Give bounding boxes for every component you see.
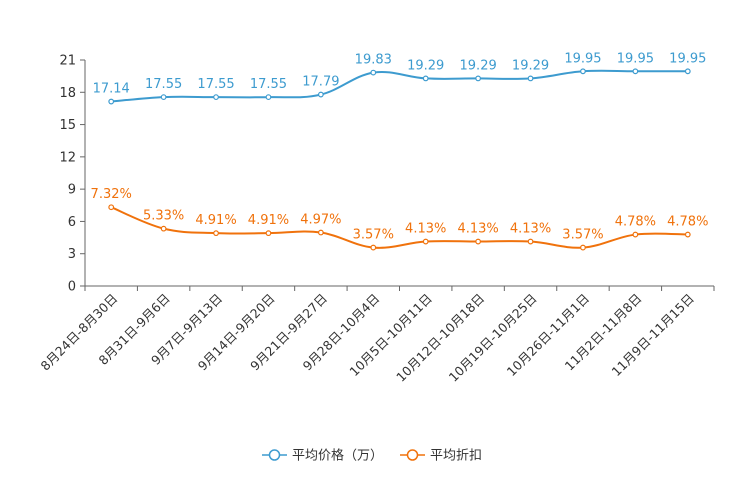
data-label: 17.55 [197, 77, 234, 92]
data-point [265, 94, 272, 101]
series-line [110, 206, 688, 249]
data-point [684, 231, 691, 238]
data-point [265, 230, 272, 237]
data-point [108, 98, 115, 105]
legend-marker-icon [406, 449, 419, 461]
series-line [111, 69, 688, 103]
legend-label: 平均价格（万） [292, 448, 383, 464]
data-label: 4.13% [405, 222, 446, 237]
x-tick-label: 10月19日-10月25日 [446, 291, 540, 385]
data-label: 4.91% [195, 213, 236, 228]
data-point [213, 94, 219, 101]
legend-item-average-discount: 平均折扣 [400, 449, 482, 464]
legend-marker-icon [268, 449, 281, 461]
data-point [317, 91, 324, 98]
data-label: 19.95 [669, 51, 706, 66]
data-point [475, 75, 482, 82]
data-label: 17.55 [145, 77, 182, 92]
data-label: 19.29 [407, 58, 444, 73]
y-tick-label: 12 [59, 150, 76, 165]
legend-label: 平均折扣 [430, 449, 482, 464]
data-label: 4.78% [615, 215, 656, 230]
y-tick-label: 6 [68, 215, 76, 230]
y-tick-label: 18 [59, 86, 76, 101]
data-point [370, 69, 377, 76]
data-point [422, 238, 429, 245]
data-point [527, 238, 534, 245]
data-label: 17.79 [302, 75, 339, 90]
data-label: 19.29 [512, 58, 549, 73]
data-label: 4.91% [248, 213, 289, 228]
data-point [684, 68, 691, 75]
data-point [580, 68, 586, 75]
y-tick-label: 15 [59, 118, 76, 133]
data-label: 4.13% [457, 222, 498, 237]
data-label: 17.55 [250, 77, 287, 92]
data-point [317, 229, 324, 236]
y-axis: 0 3 6 9 12 15 18 21 [59, 54, 86, 295]
y-tick-label: 3 [68, 247, 76, 262]
y-tick-label: 0 [68, 280, 76, 295]
data-point [213, 230, 219, 237]
data-point [527, 75, 534, 82]
data-point [108, 204, 115, 211]
data-point [632, 68, 639, 75]
data-label: 3.57% [353, 228, 394, 243]
data-label: 19.95 [564, 51, 601, 66]
y-tick-label: 9 [68, 183, 76, 198]
data-point [475, 238, 482, 245]
series-layer: 17.14 17.55 17.55 17.55 17.79 19.83 19.29 19.29… [91, 51, 708, 251]
data-label: 4.13% [510, 222, 551, 237]
data-label: 4.97% [300, 213, 341, 228]
data-point [160, 94, 167, 101]
data-label: 17.14 [93, 82, 130, 97]
series-average-discount: 7.32% 5.33% 4.91% 4.91% 4.97% 3.57% 4.13% 4.13%… [91, 187, 708, 251]
x-axis: 8月24日-8月30日8月31日-9月6日9月7日-9月13日9月14日-9月2… [38, 285, 715, 385]
x-tick-label: 10月12日-10月18日 [393, 291, 487, 385]
data-point [370, 244, 377, 251]
data-point [632, 231, 639, 238]
data-label: 19.29 [460, 58, 497, 73]
data-label: 5.33% [143, 209, 184, 224]
data-point [422, 75, 429, 82]
legend-item-average-price: 平均价格（万） [262, 448, 383, 464]
y-tick-label: 21 [59, 54, 76, 69]
data-label: 19.83 [355, 53, 392, 68]
data-point [160, 225, 167, 232]
data-label: 7.32% [91, 187, 132, 202]
series-average-price: 17.14 17.55 17.55 17.55 17.79 19.83 19.29 19.29… [93, 51, 706, 105]
data-label: 4.78% [667, 215, 708, 230]
data-point [580, 244, 586, 251]
legend: 平均价格（万） 平均折扣 [262, 448, 482, 464]
data-label: 3.57% [562, 228, 603, 243]
data-label: 19.95 [617, 51, 654, 66]
